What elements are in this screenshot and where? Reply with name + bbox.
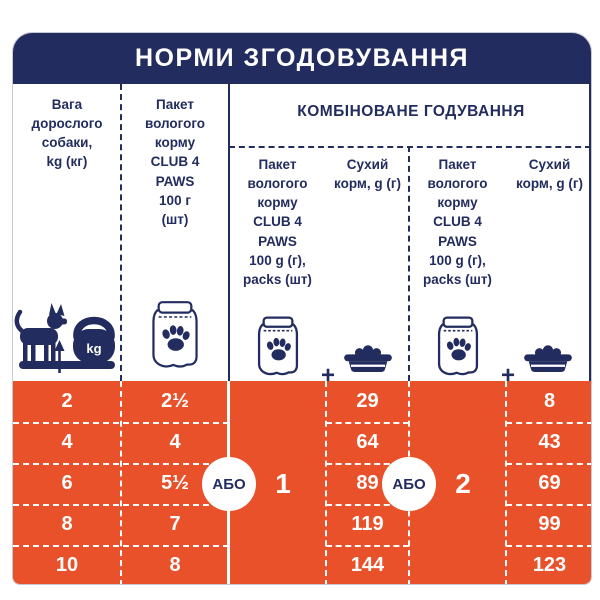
dry-grams-value: 43 xyxy=(538,431,561,453)
divider xyxy=(506,422,591,424)
feeding-table-card: НОРМИ ЗГОДОВУВАННЯ Вага дорослого собаки… xyxy=(12,32,592,585)
paw-icon xyxy=(162,325,190,351)
divider xyxy=(325,381,327,584)
combined-dry-header-2: Сухий корм, g (г) xyxy=(516,157,583,192)
kg-label: kg xyxy=(86,341,101,356)
paw-icon xyxy=(266,337,291,361)
or-badge-2: АБО xyxy=(382,457,436,511)
divider xyxy=(589,84,591,381)
wet-packs-value: 7 xyxy=(169,513,181,535)
weight-value: 8 xyxy=(61,513,73,535)
divider xyxy=(408,146,410,381)
divider xyxy=(506,545,591,547)
dry-grams-value: 29 xyxy=(356,390,379,412)
divider xyxy=(506,504,591,506)
divider xyxy=(120,84,122,381)
combined-wet-header-1: Пакет вологого корму CLUB 4 PAWS 100 g (… xyxy=(243,157,312,287)
dry-grams-value: 64 xyxy=(356,431,379,453)
weight-value: 6 xyxy=(61,472,73,494)
kettlebell-icon: kg xyxy=(73,316,115,363)
dry-grams-value: 144 xyxy=(350,554,385,576)
dry-grams-value: 119 xyxy=(351,513,384,535)
divider xyxy=(13,463,229,465)
option-1-packs-value: 1 xyxy=(275,468,291,499)
title-bar: НОРМИ ЗГОДОВУВАННЯ xyxy=(13,33,591,84)
wet-packs-value: 5½ xyxy=(161,472,189,494)
dry-grams-value: 123 xyxy=(532,554,567,576)
dry-grams-value: 8 xyxy=(543,390,556,412)
combined-feeding-header: КОМБІНОВАНЕ ГОДУВАННЯ xyxy=(297,103,525,120)
divider xyxy=(229,146,591,148)
divider xyxy=(13,504,229,506)
divider xyxy=(13,545,229,547)
divider xyxy=(13,422,229,424)
dog-icon xyxy=(14,303,67,362)
dry-grams-value: 89 xyxy=(356,472,379,494)
divider xyxy=(506,463,591,465)
wet-food-pouch-icon xyxy=(152,301,198,368)
divider xyxy=(505,381,507,584)
wet-packs-value: 4 xyxy=(169,431,181,453)
dry-food-bowl-icon xyxy=(524,345,572,372)
paw-icon xyxy=(446,337,471,361)
divider xyxy=(326,463,409,465)
weight-value: 2 xyxy=(61,390,73,412)
divider xyxy=(120,381,122,584)
wet-food-pouch-icon xyxy=(437,316,479,376)
option-2-packs-value: 2 xyxy=(455,468,471,499)
wet-food-pouch-icon xyxy=(257,316,299,376)
data-rows-section xyxy=(13,381,591,584)
weight-value: 10 xyxy=(55,554,79,576)
divider xyxy=(326,422,409,424)
wet-only-column-header: Пакет вологого корму CLUB 4 PAWS 100 г (… xyxy=(144,97,206,227)
scale-platform xyxy=(19,361,115,369)
combined-dry-header-1: Сухий корм, g (г) xyxy=(334,157,401,192)
table-title: НОРМИ ЗГОДОВУВАННЯ xyxy=(134,44,470,72)
dry-food-bowl-icon xyxy=(344,345,392,372)
weight-value: 4 xyxy=(61,431,73,453)
weight-column-header: Вага дорослого собаки, kg (кг) xyxy=(31,97,103,170)
dry-grams-value: 69 xyxy=(538,472,561,494)
dog-weight-scale-icon: kg xyxy=(14,303,115,373)
wet-packs-value: 2½ xyxy=(161,390,189,412)
divider xyxy=(326,545,409,547)
dry-grams-value: 99 xyxy=(538,513,561,535)
combined-wet-header-2: Пакет вологого корму CLUB 4 PAWS 100 g (… xyxy=(423,157,492,287)
divider xyxy=(326,504,409,506)
divider xyxy=(228,84,230,381)
up-arrow-icon xyxy=(54,340,65,373)
wet-packs-value: 8 xyxy=(169,554,181,576)
or-badge-1: АБО xyxy=(202,457,256,511)
